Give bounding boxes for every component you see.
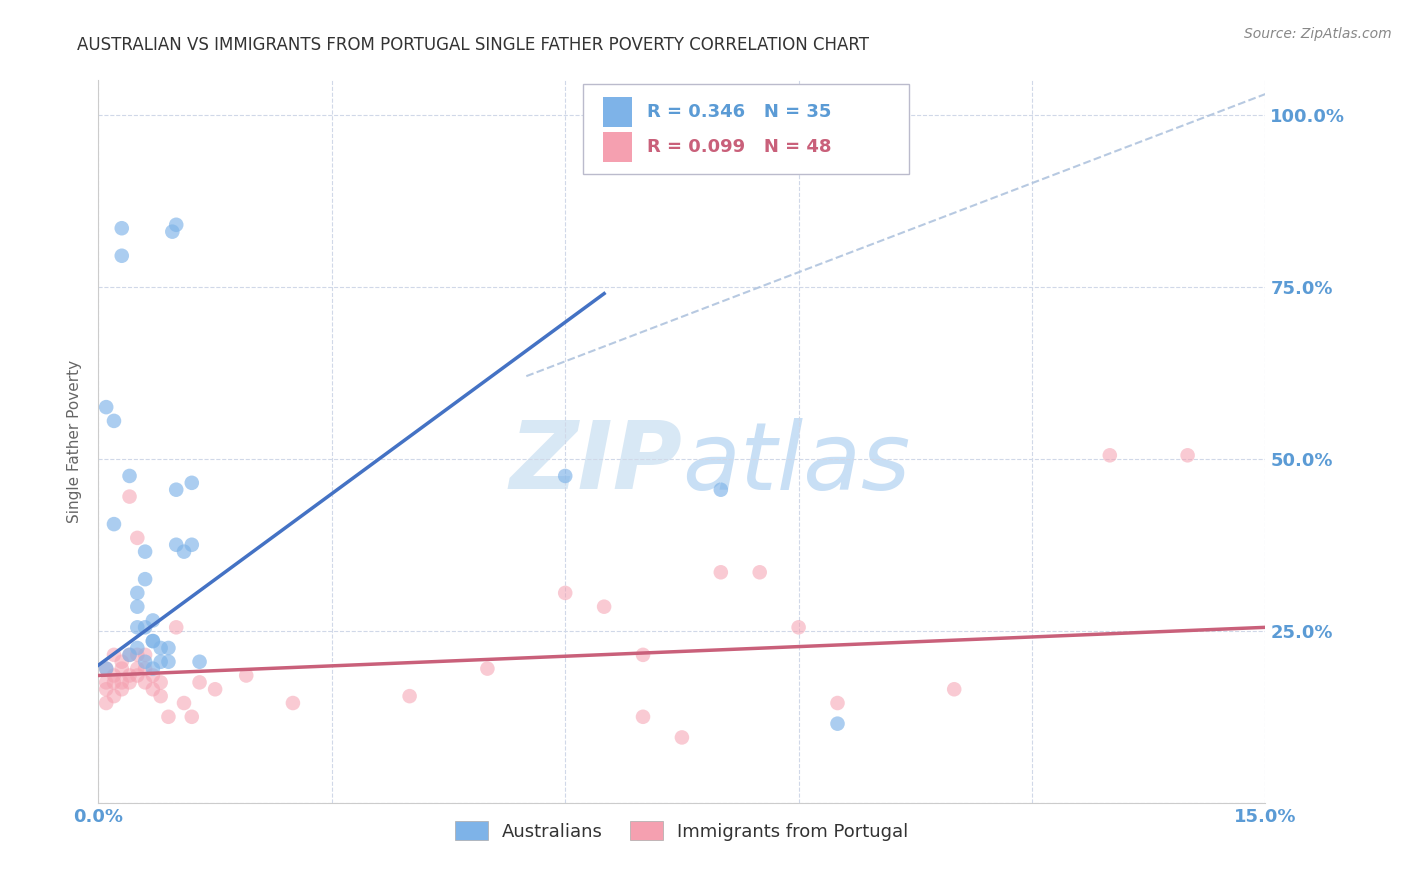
Point	[142, 614, 165, 628]
Point	[103, 675, 125, 690]
Point	[134, 662, 156, 676]
Y-axis label: Single Father Poverty: Single Father Poverty	[67, 360, 83, 523]
Point	[96, 696, 118, 710]
Point	[710, 566, 733, 580]
Point	[118, 675, 141, 690]
Point	[827, 716, 849, 731]
Point	[710, 483, 733, 497]
Point	[165, 538, 187, 552]
Point	[118, 648, 141, 662]
Point	[165, 620, 187, 634]
Point	[96, 682, 118, 697]
Point	[127, 599, 149, 614]
Point	[134, 675, 156, 690]
Legend: Australians, Immigrants from Portugal: Australians, Immigrants from Portugal	[449, 814, 915, 848]
Point	[180, 710, 202, 724]
Text: AUSTRALIAN VS IMMIGRANTS FROM PORTUGAL SINGLE FATHER POVERTY CORRELATION CHART: AUSTRALIAN VS IMMIGRANTS FROM PORTUGAL S…	[77, 36, 869, 54]
Point	[554, 586, 576, 600]
Text: Source: ZipAtlas.com: Source: ZipAtlas.com	[1244, 27, 1392, 41]
Point	[157, 655, 180, 669]
Point	[142, 634, 165, 648]
Point	[787, 620, 810, 634]
Point	[188, 675, 211, 690]
Point	[127, 662, 149, 676]
FancyBboxPatch shape	[582, 84, 910, 174]
Point	[127, 640, 149, 655]
Text: R = 0.346   N = 35: R = 0.346 N = 35	[647, 103, 831, 121]
Point	[281, 696, 304, 710]
Point	[180, 475, 202, 490]
Point	[111, 682, 134, 697]
Point	[118, 648, 141, 662]
Point	[134, 648, 156, 662]
Point	[103, 517, 125, 532]
Point	[149, 675, 172, 690]
Point	[162, 225, 184, 239]
Point	[593, 599, 616, 614]
FancyBboxPatch shape	[603, 97, 631, 128]
Point	[554, 469, 576, 483]
Point	[127, 668, 149, 682]
Point	[204, 682, 226, 697]
Point	[134, 655, 156, 669]
Point	[118, 490, 141, 504]
Point	[96, 675, 118, 690]
Point	[96, 662, 118, 676]
Point	[671, 731, 693, 745]
Point	[96, 662, 118, 676]
Point	[142, 662, 165, 676]
Point	[111, 249, 134, 263]
FancyBboxPatch shape	[603, 132, 631, 162]
Point	[173, 544, 195, 558]
Point	[157, 640, 180, 655]
Point	[165, 483, 187, 497]
Point	[134, 544, 156, 558]
Point	[96, 400, 118, 414]
Point	[103, 414, 125, 428]
Point	[111, 221, 134, 235]
Point	[188, 655, 211, 669]
Point	[103, 648, 125, 662]
Point	[127, 620, 149, 634]
Point	[180, 538, 202, 552]
Point	[165, 218, 187, 232]
Point	[748, 566, 770, 580]
Point	[134, 572, 156, 586]
Point	[235, 668, 257, 682]
Point	[149, 640, 172, 655]
Point	[111, 655, 134, 669]
Point	[173, 696, 195, 710]
Point	[127, 648, 149, 662]
Point	[827, 696, 849, 710]
Text: R = 0.099   N = 48: R = 0.099 N = 48	[647, 137, 831, 156]
Point	[111, 675, 134, 690]
Point	[111, 662, 134, 676]
Point	[157, 710, 180, 724]
Point	[103, 689, 125, 703]
Point	[118, 469, 141, 483]
Point	[1177, 448, 1199, 462]
Point	[142, 682, 165, 697]
Point	[631, 648, 654, 662]
Point	[118, 668, 141, 682]
Point	[149, 689, 172, 703]
Point	[1098, 448, 1121, 462]
Point	[142, 634, 165, 648]
Point	[127, 586, 149, 600]
Point	[149, 655, 172, 669]
Point	[142, 668, 165, 682]
Point	[127, 531, 149, 545]
Text: ZIP: ZIP	[509, 417, 682, 509]
Point	[134, 620, 156, 634]
Text: atlas: atlas	[682, 417, 910, 508]
Point	[477, 662, 499, 676]
Point	[398, 689, 420, 703]
Point	[631, 710, 654, 724]
Point	[943, 682, 966, 697]
Point	[103, 668, 125, 682]
